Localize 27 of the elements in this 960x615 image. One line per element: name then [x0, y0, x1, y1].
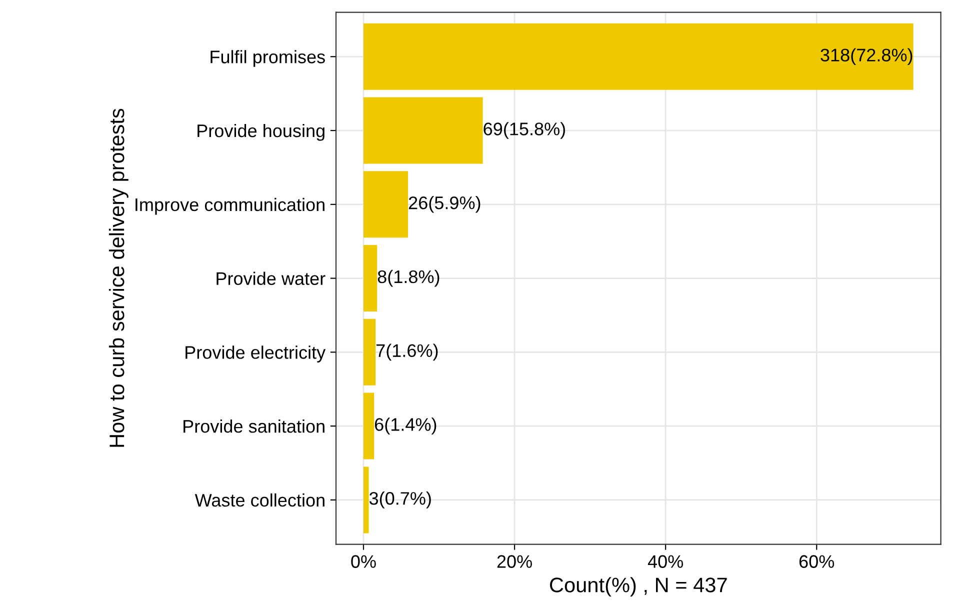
- x-tick-label: 60%: [799, 555, 834, 568]
- data-label: 6(1.4%): [374, 418, 436, 434]
- y-axis-title: How to curb service delivery protests: [108, 108, 128, 447]
- bar: [363, 392, 374, 460]
- bar: [363, 171, 408, 238]
- data-label: 26(5.9%): [408, 196, 480, 213]
- bar: [363, 97, 483, 164]
- y-tick-label: Provide electricity: [186, 346, 326, 362]
- y-tick-label: Provide housing: [198, 124, 324, 141]
- data-label: 69(15.8%): [484, 122, 566, 139]
- data-label: 3(0.7%): [369, 492, 431, 508]
- y-tick-label: Provide sanitation: [184, 420, 324, 433]
- bar: [363, 466, 369, 534]
- x-tick-label: 40%: [648, 555, 684, 568]
- bar: [363, 245, 378, 312]
- x-tick-label: 0%: [351, 555, 376, 568]
- y-tick-label: Improve communication: [136, 198, 324, 215]
- y-tick-label: Waste collection: [194, 493, 324, 507]
- x-tick-label: 20%: [497, 555, 532, 568]
- data-label: 318(72.8%): [820, 48, 912, 66]
- data-label: 8(1.8%): [378, 270, 440, 287]
- y-tick-label: Fulfil promises: [210, 50, 325, 67]
- data-label: 7(1.6%): [376, 344, 438, 361]
- bar: [363, 318, 376, 386]
- bar: [363, 23, 914, 90]
- x-axis-title: Count(%) , N = 437: [550, 577, 727, 596]
- y-tick-label: Provide water: [216, 272, 326, 286]
